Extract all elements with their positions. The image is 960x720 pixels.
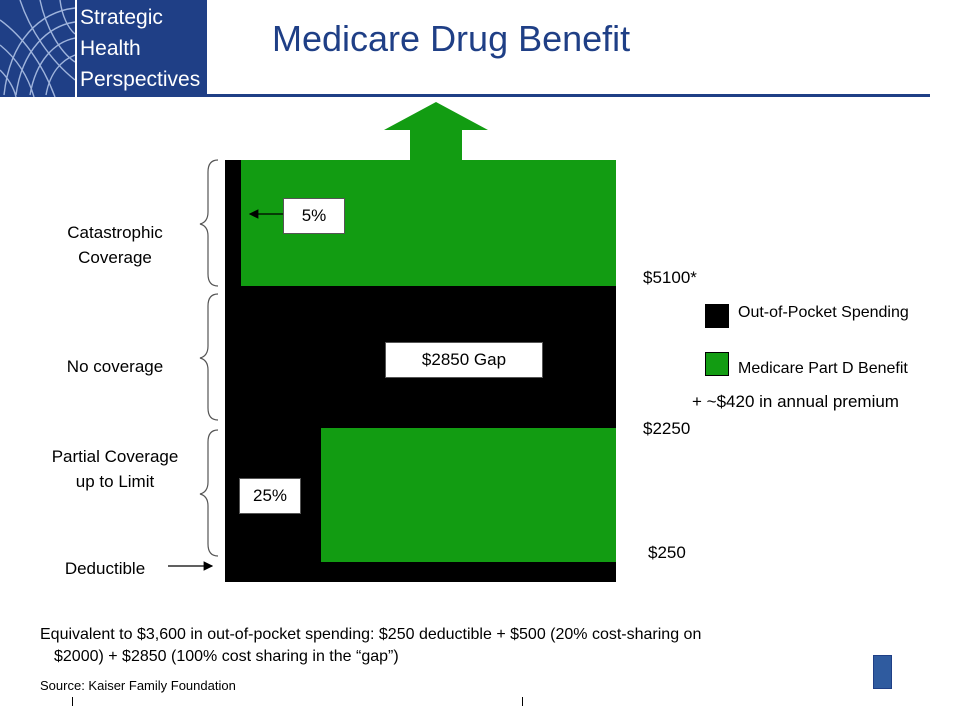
brace-catastrophic xyxy=(199,159,219,287)
legend-swatch-benefit xyxy=(705,352,729,376)
globe-icon xyxy=(0,0,75,97)
footer-tick-right xyxy=(522,697,523,706)
threshold-250: $250 xyxy=(648,543,686,562)
logo-text-line-2: Health xyxy=(80,37,141,60)
label-deductible: Deductible xyxy=(64,559,146,578)
footnote-line-2: $2000) + $2850 (100% cost sharing in the… xyxy=(54,648,399,665)
brace-no-coverage xyxy=(199,293,219,421)
brace-partial xyxy=(199,429,219,557)
legend-swatch-out-of-pocket xyxy=(705,304,729,328)
logo-text-line-3: Perspectives xyxy=(80,68,201,91)
partial-benefit-block xyxy=(321,428,616,562)
header-rule xyxy=(207,94,930,97)
page-title: Medicare Drug Benefit xyxy=(272,18,631,59)
legend-label-benefit: Medicare Part D Benefit xyxy=(738,360,908,377)
threshold-5100: $5100* xyxy=(643,268,697,287)
gap-box: $2850 Gap xyxy=(385,342,543,378)
catastrophic-percent-box: 5% xyxy=(283,198,345,234)
legend-label-out-of-pocket: Out-of-Pocket Spending xyxy=(738,304,909,321)
source-note: Source: Kaiser Family Foundation xyxy=(40,678,236,693)
label-catastrophic-coverage: Catastrophic Coverage xyxy=(67,223,163,267)
premium-note: + ~$420 in annual premium xyxy=(692,392,899,411)
footer-tick-left xyxy=(72,697,73,706)
logo-divider xyxy=(75,0,77,97)
logo-text-line-1: Strategic xyxy=(80,6,163,29)
threshold-2250: $2250 xyxy=(643,419,691,438)
partial-percent-box: 25% xyxy=(239,478,301,514)
logo xyxy=(0,0,207,97)
label-partial-coverage: Partial Coverage up to Limit xyxy=(51,447,179,491)
up-arrow-icon xyxy=(384,102,488,160)
label-no-coverage: No coverage xyxy=(66,357,164,376)
footnote: Equivalent to $3,600 in out-of-pocket sp… xyxy=(40,624,701,668)
slide-marker xyxy=(873,655,892,689)
footnote-line-1: Equivalent to $3,600 in out-of-pocket sp… xyxy=(40,626,702,643)
